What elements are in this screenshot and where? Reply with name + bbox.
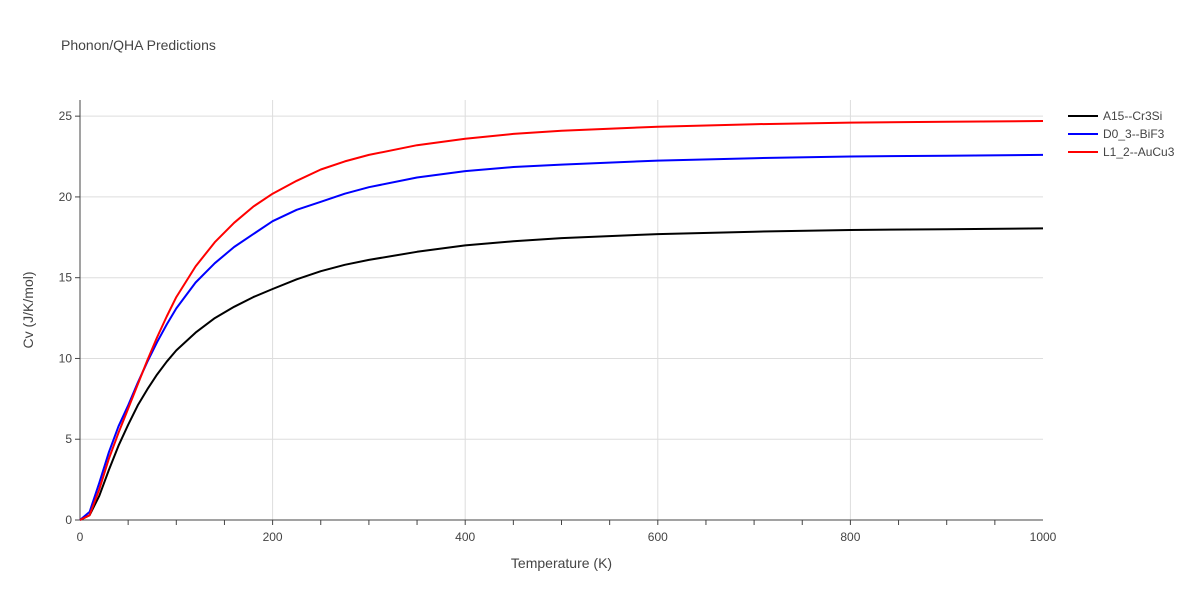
series-line-1: [79, 153, 1044, 521]
x-axis-title: Temperature (K): [511, 555, 612, 571]
series-line-2: [79, 120, 1044, 521]
x-tick-label: 800: [840, 530, 860, 544]
chart-title: Phonon/QHA Predictions: [61, 37, 216, 53]
y-axis-title: Cv (J/K/mol): [20, 272, 36, 349]
x-tick-label: 1000: [1030, 530, 1057, 544]
x-tick-label: 600: [648, 530, 668, 544]
axes: 0 200 400 600 800 1000 0 5 10 15 20 25: [59, 100, 1057, 544]
series-line-0: [79, 227, 1044, 521]
x-tick-label: 200: [263, 530, 283, 544]
legend-label[interactable]: A15--Cr3Si: [1103, 109, 1162, 123]
y-tick-label: 15: [59, 271, 73, 285]
y-tick-label: 20: [59, 190, 73, 204]
y-tick-label: 0: [65, 513, 72, 527]
y-tick-label: 25: [59, 109, 73, 123]
legend-label[interactable]: D0_3--BiF3: [1103, 127, 1165, 141]
grid-lines: [80, 100, 1043, 520]
legend[interactable]: A15--Cr3Si D0_3--BiF3 L1_2--AuCu3: [1068, 109, 1175, 159]
y-tick-label: 10: [59, 351, 73, 365]
x-tick-label: 0: [77, 530, 84, 544]
x-tick-label: 400: [455, 530, 475, 544]
y-tick-label: 5: [65, 432, 72, 446]
legend-label[interactable]: L1_2--AuCu3: [1103, 145, 1175, 159]
series-group: [79, 120, 1044, 521]
